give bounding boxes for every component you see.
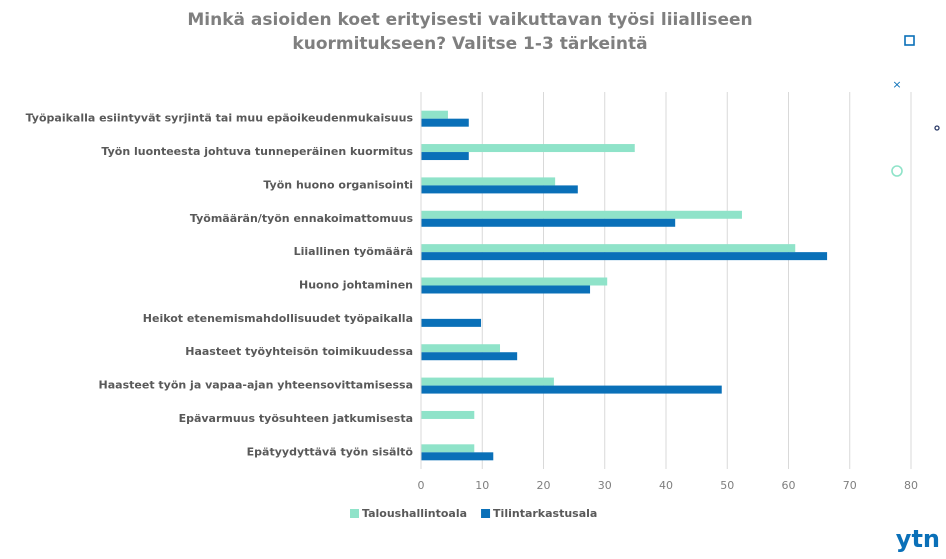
bar	[421, 410, 475, 419]
bar	[421, 277, 608, 286]
bar	[421, 285, 591, 294]
bar	[421, 452, 494, 461]
bar	[421, 177, 556, 186]
y-tick-label: Työmäärän/työn ennakoimattomuus	[190, 212, 414, 225]
bar	[421, 118, 469, 127]
bar	[421, 185, 578, 194]
x-tick-label: 80	[904, 479, 918, 492]
bar	[421, 352, 518, 361]
x-tick-label: 0	[418, 479, 425, 492]
bar	[421, 444, 475, 453]
y-tick-label: Huono johtaminen	[299, 279, 413, 292]
legend-label: Taloushallintoala	[362, 507, 467, 520]
chart-title: kuormitukseen? Valitse 1-3 tärkeintä	[292, 34, 647, 54]
y-tick-label: Epätyydyttävä työn sisältö	[247, 445, 414, 458]
bar	[421, 377, 554, 386]
bar	[421, 210, 742, 219]
y-tick-label: Työpaikalla esiintyvät syrjintä tai muu …	[26, 112, 414, 125]
bar	[421, 152, 469, 161]
chart-title: Minkä asioiden koet erityisesti vaikutta…	[187, 10, 752, 30]
legend-swatch	[481, 509, 491, 518]
legend-label: Tilintarkastusala	[493, 507, 597, 520]
bar	[421, 110, 448, 119]
y-tick-label: Haasteet työn ja vapaa-ajan yhteensovitt…	[99, 379, 413, 392]
y-tick-label: Työn luonteesta johtuva tunneperäinen ku…	[101, 145, 413, 158]
x-tick-label: 40	[659, 479, 673, 492]
x-tick-label: 30	[598, 479, 612, 492]
bar	[421, 144, 635, 153]
bar	[421, 244, 796, 253]
x-tick-label: 50	[720, 479, 734, 492]
bar	[421, 344, 501, 353]
y-tick-label: Liiallinen työmäärä	[294, 245, 413, 258]
x-tick-label: 70	[843, 479, 857, 492]
legend-swatch	[350, 509, 359, 518]
y-tick-label: Työn huono organisointi	[263, 178, 413, 191]
y-tick-label: Haasteet työyhteisön toimikuudessa	[185, 345, 413, 358]
x-tick-label: 10	[475, 479, 489, 492]
bar	[421, 218, 676, 227]
deco-x: ×	[892, 78, 901, 91]
bar	[421, 385, 722, 394]
deco-square	[904, 35, 915, 46]
y-tick-label: Epävarmuus työsuhteen jatkumisesta	[179, 412, 413, 425]
bar	[421, 318, 482, 327]
deco-dot	[934, 125, 940, 131]
bar	[421, 252, 828, 261]
deco-circle	[891, 165, 903, 177]
logo: ytn	[896, 525, 940, 553]
x-tick-label: 60	[782, 479, 796, 492]
x-tick-label: 20	[537, 479, 551, 492]
y-tick-label: Heikot etenemismahdollisuudet työpaikall…	[143, 312, 413, 325]
